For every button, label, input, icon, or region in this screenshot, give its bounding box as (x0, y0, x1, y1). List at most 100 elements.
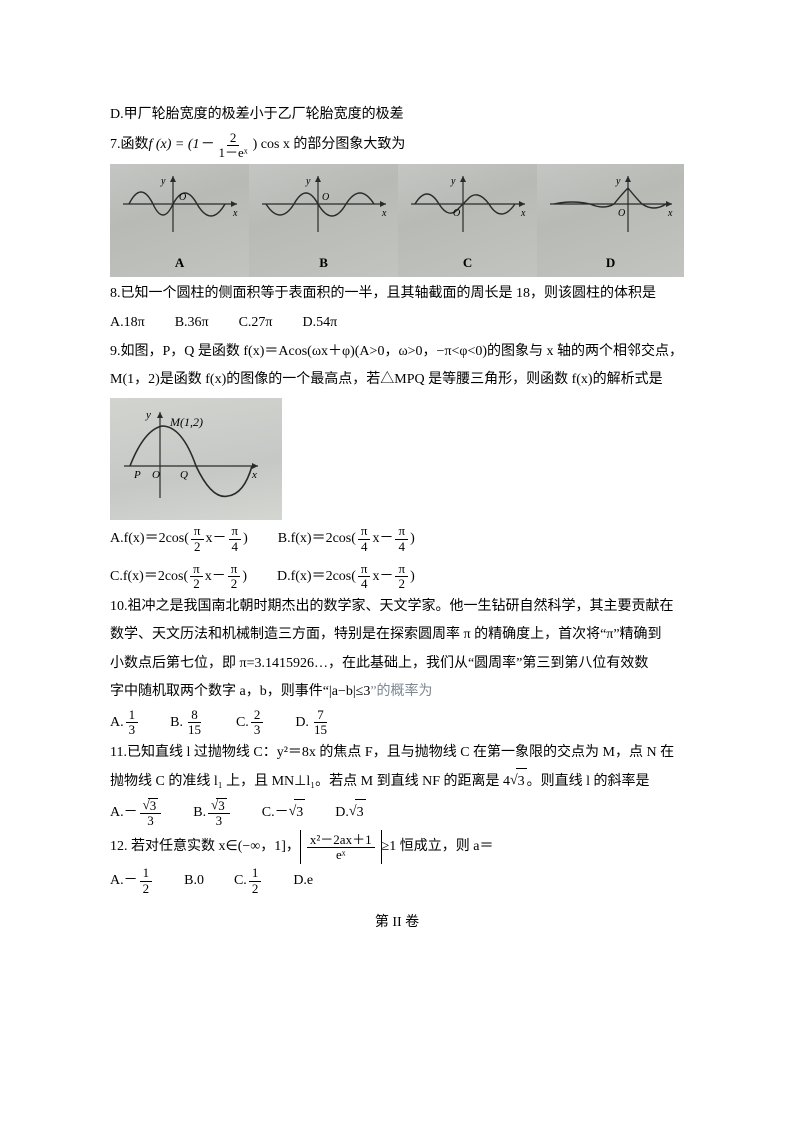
svg-text:x: x (667, 208, 673, 219)
svg-text:x: x (520, 208, 526, 219)
opt-c-lead: C. (234, 868, 247, 895)
opt-d-lead: D. (335, 800, 349, 827)
mid: x－ (205, 564, 226, 591)
opt-a-lead: A.－ (110, 800, 138, 827)
q9-l1: 9.如图，P，Q 是函数 f(x)＝Acos(ωx＋φ)(A>0，ω>0，−π<… (110, 339, 684, 366)
frac: 3 3 (208, 798, 230, 829)
frac: 23 (251, 708, 264, 738)
frac: π2 (395, 562, 408, 592)
text: 第 II 卷 (375, 915, 419, 930)
frac: π2 (191, 524, 204, 554)
label-a: A (114, 251, 245, 276)
q7-panel-c: y O x C (398, 164, 537, 277)
text-light: ”的概率为 (370, 679, 432, 706)
text: ≥1 恒成立，则 a＝ (382, 834, 494, 861)
text: 12. 若对任意实数 x∈(−∞，1]， (110, 834, 300, 861)
q8-opts: A.18π B.36π C.27π D.54π (110, 310, 684, 337)
text: 抛物线 C 的准线 l₁ 上，且 MN⊥l₁。若点 M 到直线 NF 的距离是 … (110, 769, 510, 796)
svg-text:O: O (152, 469, 160, 481)
svg-text:x: x (232, 208, 238, 219)
frac: 12 (140, 866, 153, 896)
q10-l3: 小数点后第七位，即 π=3.1415926…，在此基础上，我们从“圆周率”第三到… (110, 651, 684, 678)
frac: 815 (185, 708, 204, 738)
frac: π2 (190, 562, 203, 592)
mid: x－ (372, 526, 393, 553)
frac: 3 3 (140, 798, 162, 829)
q10-l4: 字中随机取两个数字 a，b，则事件“|a−b|≤3 ”的概率为 (110, 679, 684, 706)
opt-c-lead: C.－ (262, 800, 289, 827)
num: 2 (227, 131, 240, 146)
opt-b-lead: B. (193, 800, 206, 827)
svg-text:O: O (453, 208, 460, 219)
svg-text:Q: Q (180, 469, 188, 481)
frac: π4 (229, 524, 242, 554)
q9-l2: M(1，2)是函数 f(x)的图像的一个最高点，若△MPQ 是等腰三角形，则函数… (110, 367, 684, 394)
section-2-title: 第 II 卷 (110, 910, 684, 937)
q7-panel-d: y O x D (537, 164, 684, 277)
label-b: B (253, 251, 394, 276)
sqrt: 3 (349, 799, 366, 827)
graph-b-svg: y O x (254, 170, 394, 238)
text: 小数点后第七位，即 π=3.1415926…，在此基础上，我们从“圆周率”第三到… (110, 651, 648, 678)
sqrt: 3 (510, 768, 527, 796)
frac: 2 1－eˣ (216, 131, 251, 161)
opt-a-lead: A. (110, 710, 124, 737)
q9-graph: M(1,2) P O Q y x (110, 398, 282, 521)
opt-b-lead: B.f(x)＝2cos( (278, 526, 356, 553)
graph-a-svg: y O x (115, 170, 245, 238)
q-prev-option-d: D.甲厂轮胎宽度的极差小于乙厂轮胎宽度的极差 (110, 102, 684, 129)
opt-b-lead: B. (170, 710, 183, 737)
q9-svg: M(1,2) P O Q y x (116, 404, 266, 504)
q12-opts: A.－ 12 B.0 C. 12 D.e (110, 866, 684, 896)
svg-text:y: y (160, 176, 166, 187)
q7-stem: 7.函数 f (x) = (1－ 2 1－eˣ ) cos x 的部分图象大致为 (110, 131, 684, 161)
q8-stem: 8.已知一个圆柱的侧面积等于表面积的一半，且其轴截面的周长是 18，则该圆柱的体… (110, 281, 684, 308)
svg-text:y: y (305, 176, 311, 187)
q7-graph-row: y O x A y O x B y O x C (110, 164, 684, 277)
q9-opts-2: C.f(x)＝2cos( π2 x－ π2 ) D.f(x)＝2cos( π4 … (110, 562, 684, 592)
label-d: D (541, 251, 680, 276)
q11-l1: 11.已知直线 l 过抛物线 C：y²＝8x 的焦点 F，且与抛物线 C 在第一… (110, 740, 684, 767)
end: ) (410, 564, 415, 591)
text: 数学、天文历法和机械制造三方面，特别是在探索圆周率 π 的精确度上，首次将“π”… (110, 622, 662, 649)
label-c: C (402, 251, 533, 276)
end: ) (243, 526, 248, 553)
opt-d-lead: D. (295, 710, 309, 737)
opt-c-lead: C. (236, 710, 249, 737)
svg-text:O: O (618, 208, 625, 219)
text: 9.如图，P，Q 是函数 f(x)＝Acos(ωx＋φ)(A>0，ω>0，−π<… (110, 339, 683, 366)
frac: 715 (311, 708, 330, 738)
opt-b: B.0 (184, 868, 204, 895)
frac: π4 (395, 524, 408, 554)
opt-b: B.36π (175, 310, 209, 337)
q10-opts: A. 13 B. 815 C. 23 D. 715 (110, 708, 684, 738)
opt-d: D.54π (303, 310, 338, 337)
q7-panel-b: y O x B (249, 164, 398, 277)
svg-text:y: y (145, 409, 151, 421)
opt-d-lead: D.f(x)＝2cos( (277, 564, 356, 591)
text: 10.祖冲之是我国南北朝时期杰出的数学家、天文学家。他一生钻研自然科学，其主要贡… (110, 594, 674, 621)
q12-stem: 12. 若对任意实数 x∈(−∞，1]， x²－2ax＋1 eˣ ≥1 恒成立，… (110, 830, 684, 864)
suffix: ) cos x 的部分图象大致为 (253, 132, 406, 159)
end: ) (242, 564, 247, 591)
opt-d: D.e (293, 868, 313, 895)
text: 字中随机取两个数字 a，b，则事件“|a−b|≤3 (110, 679, 370, 706)
mid: x－ (206, 526, 227, 553)
svg-text:y: y (615, 176, 621, 187)
svg-text:O: O (322, 192, 329, 203)
frac: π4 (358, 562, 371, 592)
opt-c-lead: C.f(x)＝2cos( (110, 564, 188, 591)
svg-text:P: P (133, 469, 141, 481)
graph-c-svg: y O x (403, 170, 533, 238)
svg-text:y: y (450, 176, 456, 187)
text: 。则直线 l 的斜率是 (527, 769, 650, 796)
opt-c: C.27π (239, 310, 273, 337)
svg-text:O: O (179, 192, 186, 203)
q10-l2: 数学、天文历法和机械制造三方面，特别是在探索圆周率 π 的精确度上，首次将“π”… (110, 622, 684, 649)
text: 11.已知直线 l 过抛物线 C：y²＝8x 的焦点 F，且与抛物线 C 在第一… (110, 740, 674, 767)
q7-panel-a: y O x A (110, 164, 249, 277)
svg-text:x: x (251, 469, 257, 481)
frac: x²－2ax＋1 eˣ (307, 833, 375, 863)
frac: 12 (249, 866, 262, 896)
q9-opts-1: A.f(x)＝2cos( π2 x－ π4 ) B.f(x)＝2cos( π4 … (110, 524, 684, 554)
